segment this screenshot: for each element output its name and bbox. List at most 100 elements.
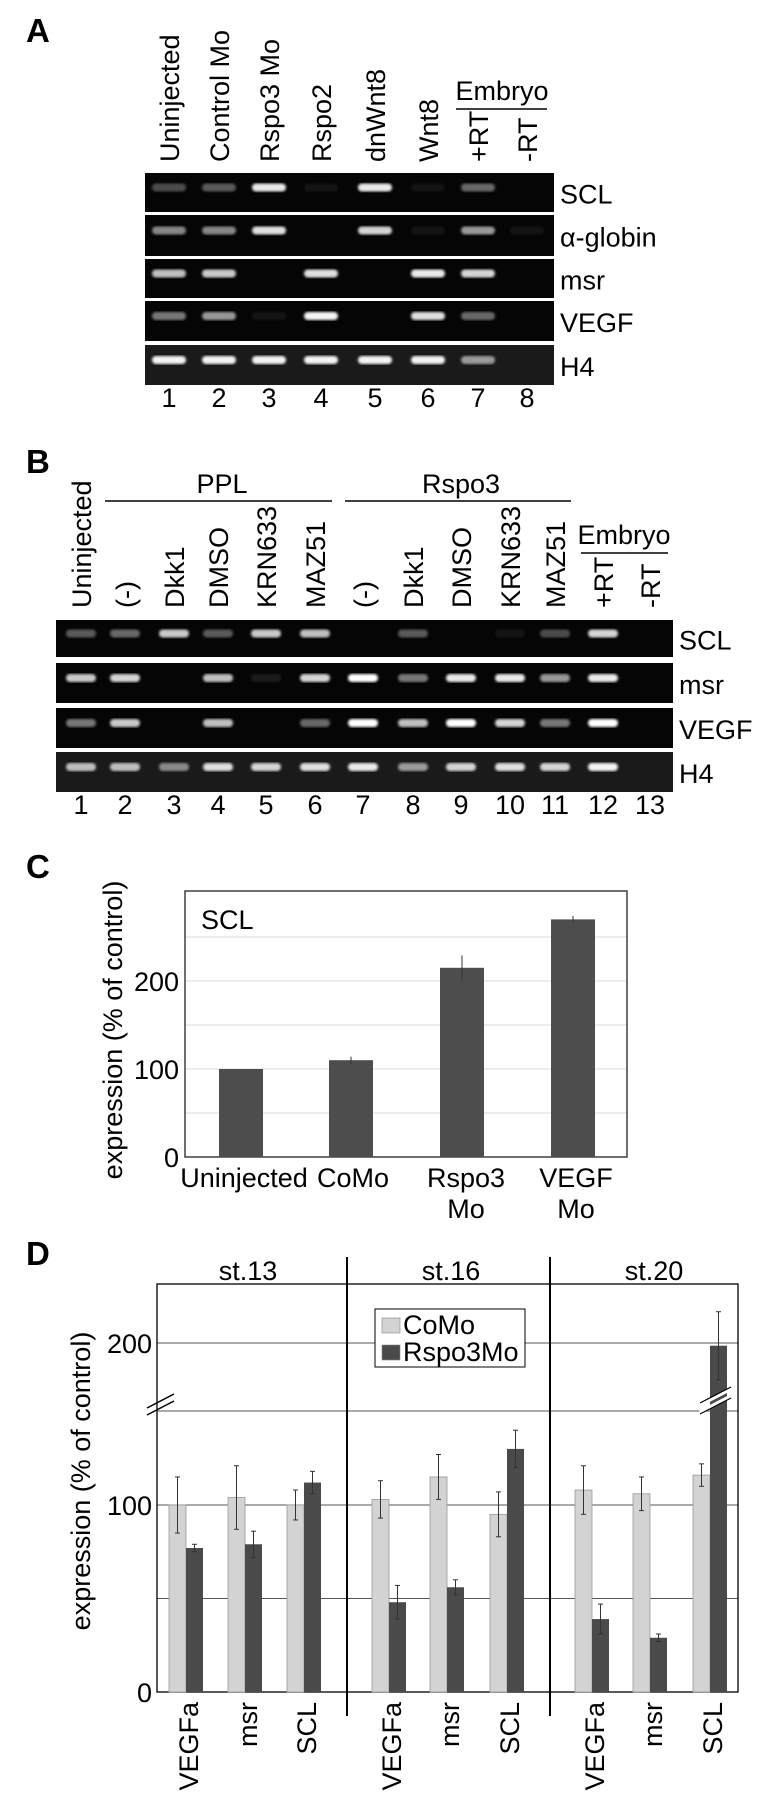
gel-band [202,226,236,235]
lane-number: 2 [211,383,226,413]
gel-band [495,763,525,771]
group-label-rspo3: Rspo3 [422,469,500,499]
lane-number: 6 [420,383,435,413]
y-axis-label: expression (% of control) [98,881,128,1180]
gel-band [411,269,445,278]
gel-row-2 [56,708,673,748]
gel-band [66,674,96,682]
lane-number: 5 [258,790,273,820]
bar-Rspo3Mo [507,1448,524,1692]
column-label: Uninjected [67,480,97,608]
bar-Rspo3Mo [650,1637,667,1692]
gel-band [252,356,286,364]
column-label: DMSO [447,527,477,608]
column-label: KRN633 [496,506,526,608]
column-label: dnWnt8 [361,69,391,162]
legend-label: CoMo [403,1310,475,1340]
gel-band [461,356,495,364]
x-tick-label: msr [638,1702,668,1747]
y-tick-label: 0 [137,1678,152,1708]
bar-Rspo3Mo [186,1548,203,1692]
gel-band [461,183,495,192]
x-tick-label: Mo [447,1194,485,1224]
gel-row-0 [56,620,673,657]
bar-Rspo3Mo [447,1587,464,1692]
x-tick-label: msr [233,1702,263,1747]
column-label: Dkk1 [160,546,190,608]
y-tick-label: 0 [164,1143,179,1173]
gel-band [588,629,618,638]
gel-band [252,312,286,320]
gel-band [152,269,186,278]
x-tick-label: Mo [557,1194,595,1224]
bar-CoMo [371,1498,390,1693]
stage-label: st.16 [422,1256,481,1286]
column-label: Rspo2 [307,84,337,162]
column-label: MAZ51 [301,521,331,608]
bar-1 [329,1060,373,1157]
panel-label-c: C [26,848,50,885]
bar-CoMo [632,1493,651,1693]
x-tick-label: msr [435,1702,465,1747]
gel-band [203,629,233,638]
embryo-label: Embryo [577,520,670,550]
gel-band [461,312,495,320]
x-tick-label: SCL [495,1702,525,1755]
gel-band [110,763,140,771]
lane-number: 2 [117,790,132,820]
column-label: -RT [513,118,543,163]
gel-band [152,356,186,364]
gel-band [66,719,96,727]
lane-number: 13 [635,790,665,820]
gel-band [540,763,570,771]
column-label: -RT [636,564,666,609]
y-tick-label: 100 [134,1055,179,1085]
gel-row-label: msr [679,670,724,700]
gel-band [251,629,281,638]
gel-band [110,629,140,638]
gel-band [348,674,378,682]
lane-number: 5 [367,383,382,413]
x-tick-label: VEGFa [580,1701,610,1791]
lane-number: 6 [307,790,322,820]
lane-number: 11 [541,790,569,820]
bar-break-mark [699,1386,732,1415]
embryo-label: Embryo [455,76,548,106]
gel-band [510,226,544,235]
lane-number: 12 [588,790,618,820]
gel-band [495,719,525,727]
stage-label: st.20 [625,1256,684,1286]
gel-row-label: H4 [560,352,595,382]
gel-band [300,763,330,771]
column-label: (-) [349,581,379,608]
panel-label-b: B [26,443,50,480]
gel-row-label: msr [560,266,605,296]
column-label: Control Mo [205,30,235,162]
gel-band [66,763,96,771]
gel-band [358,356,392,364]
gel-band [110,719,140,727]
gel-band [252,183,286,192]
gel-band [159,763,189,771]
column-label: MAZ51 [541,521,571,608]
gel-row-label: SCL [679,626,732,656]
gel-band [411,312,445,320]
gel-row-label: SCL [560,180,613,210]
lane-number: 10 [495,790,525,820]
gel-row-3 [145,301,554,341]
x-tick-label: VEGFa [174,1701,204,1791]
gel-band [252,226,286,235]
bar-3 [551,919,595,1157]
x-tick-label: VEGF [539,1163,613,1193]
gel-band [588,674,618,682]
gel-band [348,719,378,727]
column-label: Wnt8 [414,99,444,162]
gel-band [300,629,330,638]
bar-CoMo [286,1504,305,1693]
stage-label: st.13 [219,1256,278,1286]
gel-row-2 [145,259,554,298]
y-tick-label: 100 [107,1491,152,1521]
y-axis-label: expression (% of control) [66,1332,96,1631]
y-tick-label: 200 [134,967,179,997]
chart-title: SCL [201,905,254,935]
